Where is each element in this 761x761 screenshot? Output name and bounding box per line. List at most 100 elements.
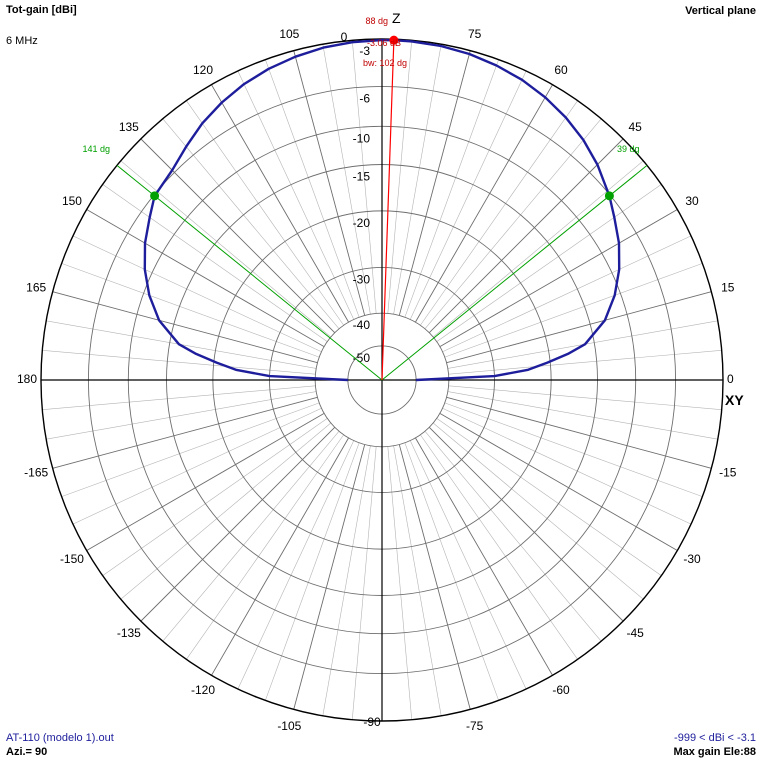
minor-gridline — [393, 44, 442, 315]
minor-gridline — [120, 422, 331, 600]
minor-gridline — [46, 391, 317, 440]
file-name-label: AT-110 (modelo 1).out — [6, 732, 114, 744]
frequency-label: 6 MHz — [6, 35, 38, 47]
minor-gridline — [322, 445, 371, 716]
angle-tick-label: 165 — [26, 280, 46, 294]
max-gain-line — [381, 39, 395, 381]
radial-tick-label: -40 — [353, 318, 371, 332]
minor-gridline — [42, 349, 316, 375]
major-gridline — [428, 426, 624, 622]
major-gridline — [428, 138, 624, 334]
radiation-pattern-line — [143, 38, 621, 382]
angle-tick-label: -45 — [626, 626, 644, 640]
major-gridline — [86, 209, 325, 347]
minor-gridline — [404, 59, 499, 318]
angle-tick-label: 135 — [119, 120, 139, 134]
minor-gridline — [447, 391, 718, 440]
minor-gridline — [433, 160, 644, 338]
minor-gridline — [442, 407, 692, 525]
minor-gridline — [393, 445, 442, 716]
angle-tick-label: 15 — [721, 280, 735, 294]
major-gridline — [446, 396, 712, 469]
angle-tick-label: -165 — [24, 466, 48, 480]
radial-tick-label: -3 — [359, 44, 370, 58]
angle-tick-label: 30 — [685, 194, 699, 208]
radial-tick-label: -10 — [353, 131, 371, 145]
major-gridline — [398, 444, 471, 710]
angle-tick-label: -120 — [191, 683, 215, 697]
beamwidth-annotation: bw: 102 dg — [363, 58, 407, 68]
radial-tick-label: -50 — [353, 351, 371, 365]
left-beam-edge-annotation: 141 dg — [82, 144, 110, 154]
major-gridline — [211, 84, 349, 323]
plane-label: Vertical plane — [685, 5, 756, 17]
major-gridline — [439, 209, 678, 347]
angle-tick-label: -90 — [363, 715, 381, 729]
major-gridline — [415, 437, 553, 676]
angle-tick-label: -30 — [683, 552, 701, 566]
z-axis-label: Z — [392, 10, 401, 26]
major-gridline — [293, 444, 366, 710]
angle-tick-label: 120 — [193, 63, 213, 77]
minor-gridline — [433, 422, 644, 600]
minor-gridline — [442, 235, 692, 353]
max-gain-annotation: -3.06 dB — [367, 38, 401, 48]
angle-tick-label: -15 — [719, 466, 737, 480]
minor-gridline — [72, 235, 322, 353]
minor-gridline — [237, 70, 355, 320]
major-gridline — [52, 396, 318, 469]
radial-tick-label: -30 — [353, 272, 371, 286]
xy-axis-label: XY — [725, 392, 744, 408]
minor-gridline — [424, 431, 602, 642]
major-gridline — [140, 138, 336, 334]
angle-tick-label: 0 — [341, 30, 348, 44]
minor-gridline — [265, 59, 360, 318]
radial-tick-label: -20 — [353, 216, 371, 230]
minor-gridline — [409, 70, 527, 320]
angle-tick-label: 150 — [62, 194, 82, 208]
minor-gridline — [444, 402, 703, 497]
minor-gridline — [444, 263, 703, 358]
major-gridline — [211, 437, 349, 676]
major-gridline — [86, 413, 325, 551]
minor-gridline — [162, 431, 340, 642]
minor-gridline — [404, 442, 499, 701]
minor-gridline — [351, 446, 377, 720]
minor-gridline — [448, 385, 722, 411]
right-beam-edge-annotation: 39 dg — [617, 144, 640, 154]
angle-tick-label: 0 — [727, 372, 734, 386]
minor-gridline — [448, 349, 722, 375]
angle-tick-label: -105 — [277, 719, 301, 733]
minor-gridline — [387, 446, 413, 720]
beam-edge-marker — [150, 191, 160, 201]
minor-gridline — [265, 442, 360, 701]
max-angle-annotation: 88 dg — [365, 16, 388, 26]
angle-tick-label: -60 — [552, 683, 570, 697]
max-gain-marker — [389, 35, 399, 45]
max-gain-label: Max gain Ele:88 — [673, 746, 756, 758]
azimuth-label: Azi.= 90 — [6, 746, 48, 758]
major-gridline — [140, 426, 336, 622]
minor-gridline — [237, 440, 355, 690]
radial-tick-label: -15 — [353, 169, 371, 183]
angle-tick-label: 105 — [279, 27, 299, 41]
beam-edge-line — [381, 165, 648, 381]
chart-title: Tot-gain [dBi] — [6, 4, 77, 16]
angle-tick-label: 180 — [17, 372, 37, 386]
minor-gridline — [120, 160, 331, 338]
angle-tick-label: 75 — [468, 27, 482, 41]
major-gridline — [52, 291, 318, 364]
angle-tick-label: 60 — [554, 63, 568, 77]
major-gridline — [446, 291, 712, 364]
radial-tick-label: -6 — [359, 91, 370, 105]
beam-edge-line — [116, 165, 383, 381]
angle-tick-label: 45 — [628, 120, 642, 134]
major-gridline — [439, 413, 678, 551]
minor-gridline — [42, 385, 316, 411]
major-gridline — [415, 84, 553, 323]
minor-gridline — [61, 402, 320, 497]
major-gridline — [398, 50, 471, 316]
beam-edge-marker — [604, 191, 614, 201]
